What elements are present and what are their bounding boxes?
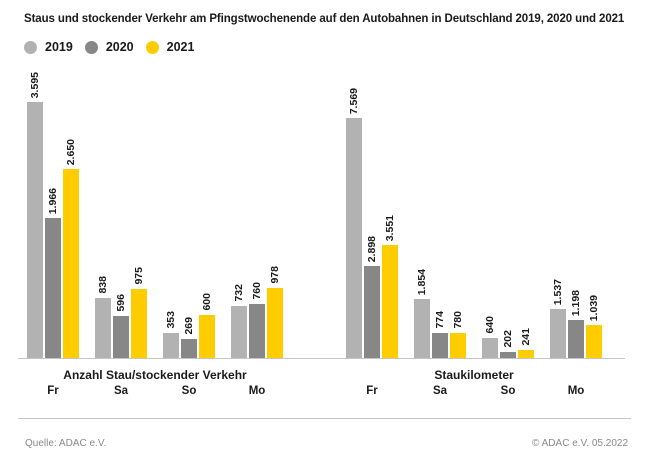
- bar-anzahl-mo-2021: [267, 288, 283, 358]
- legend-label-2020: 2020: [105, 40, 134, 54]
- bar-staukilometer-sa-2020: [432, 333, 448, 358]
- bar-anzahl-so-2019: [163, 333, 179, 358]
- bar-anzahl-fr-2021: [63, 169, 79, 358]
- legend-swatch-2019-icon: [24, 40, 37, 54]
- bar-value-label-staukilometer-fr-2021: 3.551: [384, 214, 396, 241]
- day-label-staukilometer-so: So: [500, 385, 516, 397]
- bar-value-label-staukilometer-so-2020: 202: [502, 330, 514, 348]
- bar-value-label-staukilometer-so-2021: 241: [520, 328, 532, 346]
- day-label-staukilometer-mo: Mo: [567, 385, 585, 397]
- bar-value-label-staukilometer-fr-2019: 7.569: [348, 87, 360, 114]
- bar-anzahl-so-2020: [181, 339, 197, 358]
- bar-anzahl-so-2021: [199, 315, 215, 358]
- bar-value-label-staukilometer-sa-2021: 780: [452, 311, 464, 329]
- bar-anzahl-fr-2019: [27, 102, 43, 358]
- bar-anzahl-sa-2021: [131, 289, 147, 358]
- day-label-staukilometer-sa: Sa: [432, 385, 448, 397]
- bar-value-label-staukilometer-mo-2019: 1.537: [552, 278, 564, 305]
- bar-staukilometer-so-2019: [482, 338, 498, 358]
- bar-value-label-staukilometer-mo-2021: 1.039: [588, 294, 600, 321]
- bar-value-label-anzahl-sa-2020: 596: [115, 294, 127, 312]
- bar-staukilometer-mo-2021: [586, 325, 602, 358]
- bar-value-label-anzahl-so-2019: 353: [165, 311, 177, 329]
- legend-swatch-2020-icon: [84, 40, 98, 54]
- day-label-staukilometer-fr: Fr: [366, 385, 378, 397]
- bar-value-label-anzahl-fr-2020: 1.966: [47, 187, 59, 214]
- legend-label-2021: 2021: [166, 40, 195, 54]
- bar-value-label-staukilometer-sa-2019: 1.854: [416, 268, 428, 295]
- chart-title: Staus und stockender Verkehr am Pfingstw…: [24, 13, 625, 25]
- bar-value-label-anzahl-so-2021: 600: [201, 293, 213, 311]
- bar-value-label-staukilometer-sa-2020: 774: [434, 311, 446, 329]
- x-axis-baseline: [18, 358, 625, 359]
- bar-value-label-anzahl-sa-2021: 975: [133, 267, 145, 285]
- bar-value-label-anzahl-fr-2019: 3.595: [29, 71, 41, 98]
- bar-value-label-staukilometer-so-2019: 640: [484, 316, 496, 334]
- legend-item-2020: 2020: [84, 40, 134, 54]
- legend-swatch-2021-icon: [145, 40, 159, 54]
- bar-value-label-anzahl-mo-2019: 732: [233, 284, 245, 302]
- legend: 2019 2020 2021: [24, 40, 194, 54]
- bar-staukilometer-sa-2019: [414, 299, 430, 358]
- legend-label-2019: 2019: [45, 40, 73, 54]
- bar-staukilometer-sa-2021: [450, 333, 466, 358]
- day-label-anzahl-sa: Sa: [113, 385, 129, 397]
- day-label-anzahl-fr: Fr: [47, 385, 59, 397]
- bar-value-label-staukilometer-fr-2020: 2.898: [366, 235, 378, 262]
- legend-item-2019: 2019: [24, 40, 73, 54]
- bar-value-label-anzahl-mo-2021: 978: [269, 266, 281, 284]
- bar-anzahl-sa-2019: [95, 298, 111, 358]
- bar-staukilometer-fr-2020: [364, 266, 380, 358]
- bar-value-label-anzahl-so-2020: 269: [183, 317, 195, 335]
- day-label-anzahl-mo: Mo: [248, 385, 266, 397]
- bar-anzahl-mo-2019: [231, 306, 247, 358]
- legend-item-2021: 2021: [145, 40, 195, 54]
- bar-anzahl-sa-2020: [113, 316, 129, 358]
- bar-value-label-anzahl-mo-2020: 760: [251, 282, 263, 300]
- footer-source: Quelle: ADAC e.V.: [25, 438, 107, 449]
- footer-copyright: © ADAC e.V. 05.2022: [532, 438, 628, 449]
- bar-staukilometer-fr-2019: [346, 118, 362, 358]
- bar-staukilometer-mo-2020: [568, 320, 584, 358]
- bar-value-label-anzahl-fr-2021: 2.650: [65, 138, 77, 165]
- bar-anzahl-fr-2020: [45, 218, 61, 358]
- bar-value-label-staukilometer-mo-2020: 1.198: [570, 289, 582, 316]
- bar-staukilometer-fr-2021: [382, 245, 398, 358]
- axis-title-anzahl: Anzahl Stau/stockender Verkehr: [63, 368, 247, 382]
- bar-staukilometer-so-2021: [518, 350, 534, 358]
- footer-divider: [18, 418, 631, 419]
- bar-value-label-anzahl-sa-2019: 838: [97, 276, 109, 294]
- day-label-anzahl-so: So: [181, 385, 197, 397]
- bar-anzahl-mo-2020: [249, 304, 265, 358]
- bar-staukilometer-so-2020: [500, 352, 516, 358]
- axis-title-staukilometer: Staukilometer: [434, 368, 514, 382]
- bar-staukilometer-mo-2019: [550, 309, 566, 358]
